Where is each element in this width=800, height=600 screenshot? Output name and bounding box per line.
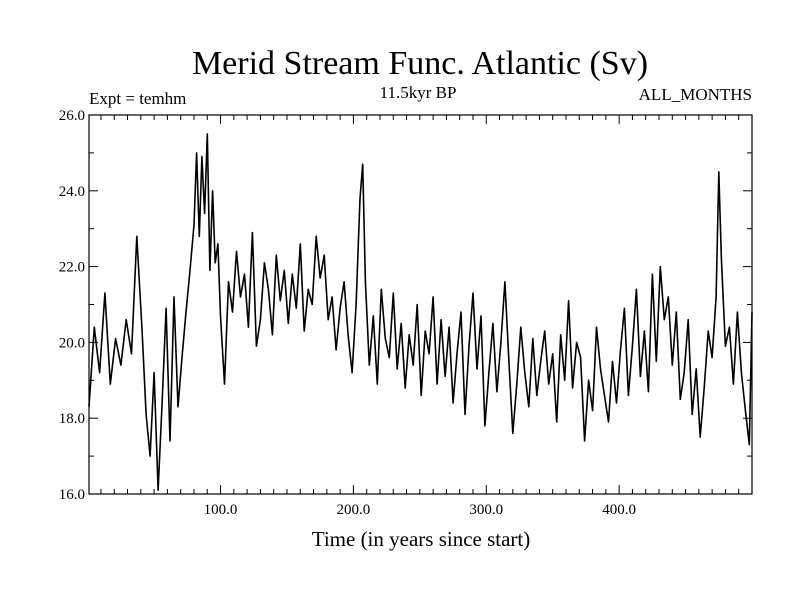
y-tick-label: 16.0 [59,487,85,503]
chart-subtitle: 11.5kyr BP [380,83,457,102]
plot-area: 16.0 18.0 20.0 22.0 24.0 26.0 100.0 200.0 300.0 4… [59,108,753,518]
experiment-label: Expt = temhm [89,89,186,108]
y-tick-label: 22.0 [59,260,85,276]
y-tick-label: 24.0 [59,184,85,200]
x-axis-label: Time (in years since start) [312,527,531,551]
x-tick-label: 200.0 [337,502,371,518]
months-label: ALL_MONTHS [639,85,752,104]
x-tick-label: 100.0 [204,502,238,518]
y-tick-label: 26.0 [59,108,85,124]
chart-title: Merid Stream Func. Atlantic (Sv) [192,45,648,82]
y-tick-label: 20.0 [59,335,85,351]
x-tick-label: 400.0 [602,502,636,518]
y-tick-label: 18.0 [59,411,85,427]
series-line-0 [88,133,753,492]
x-tick-label: 300.0 [469,502,503,518]
plot-frame [88,114,753,495]
